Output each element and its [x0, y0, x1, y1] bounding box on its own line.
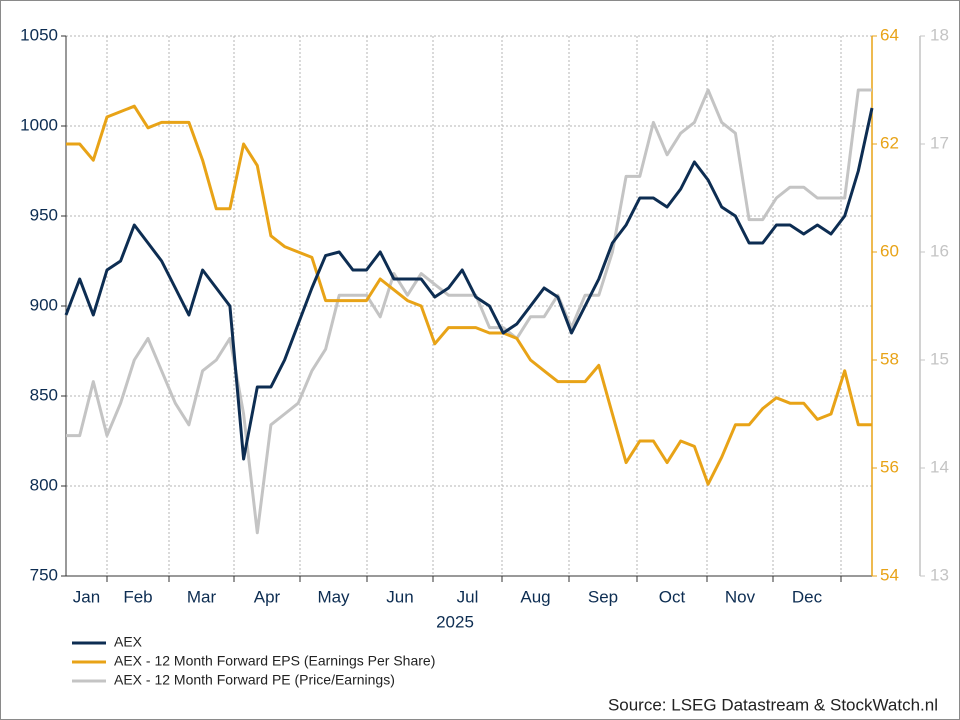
y-tick-label: 750	[30, 565, 58, 584]
y2-tick-label: 62	[880, 133, 899, 152]
legend-label: AEX - 12 Month Forward PE (Price/Earning…	[114, 672, 395, 688]
y3-tick-label: 18	[930, 25, 949, 44]
y2-tick-label: 54	[880, 565, 899, 584]
x-tick-label: Sep	[588, 587, 618, 606]
y-tick-label: 800	[30, 475, 58, 494]
legend-label: AEX	[114, 634, 143, 650]
x-tick-label: Feb	[123, 587, 152, 606]
x-tick-label: Mar	[187, 587, 217, 606]
y-tick-label: 1000	[20, 115, 58, 134]
y-tick-label: 900	[30, 295, 58, 314]
x-tick-label: Jun	[386, 587, 413, 606]
x-tick-label: Jan	[73, 587, 100, 606]
x-axis-label: 2025	[436, 612, 474, 631]
y3-tick-label: 16	[930, 241, 949, 260]
y-tick-label: 1050	[20, 25, 58, 44]
y2-tick-label: 64	[880, 25, 899, 44]
y-tick-label: 950	[30, 205, 58, 224]
series-line	[64, 107, 874, 461]
y3-tick-label: 15	[930, 349, 949, 368]
y3-tick-label: 13	[930, 565, 949, 584]
x-tick-label: Dec	[792, 587, 823, 606]
y3-tick-label: 14	[930, 457, 949, 476]
x-tick-label: May	[317, 587, 350, 606]
legend-label: AEX - 12 Month Forward EPS (Earnings Per…	[114, 653, 435, 669]
y3-tick-label: 17	[930, 133, 949, 152]
series-line	[66, 104, 872, 486]
x-tick-label: Oct	[659, 587, 686, 606]
x-tick-label: Apr	[254, 587, 281, 606]
series-line	[66, 88, 872, 535]
source: Source: LSEG Datastream & StockWatch.nl	[608, 695, 938, 714]
x-tick-label: Nov	[725, 587, 756, 606]
y-tick-label: 850	[30, 385, 58, 404]
y2-tick-label: 58	[880, 349, 899, 368]
y2-tick-label: 56	[880, 457, 899, 476]
x-tick-label: Jul	[457, 587, 479, 606]
x-tick-label: Aug	[520, 587, 550, 606]
y2-tick-label: 60	[880, 241, 899, 260]
